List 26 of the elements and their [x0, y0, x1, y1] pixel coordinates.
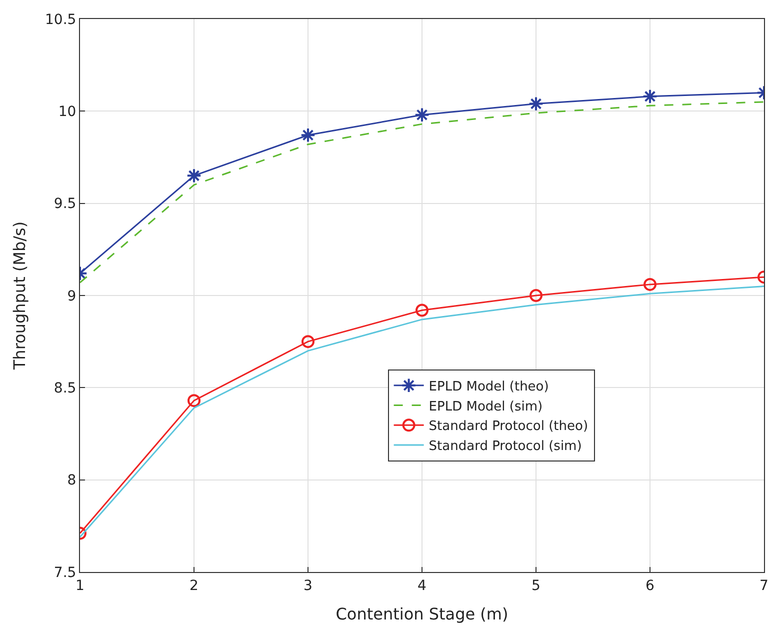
y-tick-label: 10 — [58, 104, 76, 120]
y-tick-label: 8.5 — [54, 380, 76, 397]
point — [416, 304, 428, 317]
x-tick-label: 1 — [76, 578, 84, 594]
y-tick-label: 10.5 — [45, 12, 76, 28]
point — [300, 128, 316, 143]
point — [528, 96, 544, 112]
legend-label: EPLD Model (sim) — [428, 399, 543, 414]
point — [302, 335, 314, 348]
legend-label: Standard Protocol (sim) — [428, 439, 582, 454]
point — [530, 289, 542, 302]
y-tick-label: 7.5 — [54, 564, 76, 581]
y-tick-label: 9 — [67, 288, 76, 304]
x-tick-label: 3 — [304, 578, 312, 594]
legend-label: EPLD Model (theo) — [428, 379, 549, 394]
point — [414, 107, 430, 122]
x-tick-label: 7 — [760, 578, 768, 594]
y-axis-title: Throughput (Mb/s) — [10, 221, 29, 371]
y-tick-label: 8 — [67, 472, 76, 489]
x-tick-label: 6 — [646, 578, 655, 594]
x-axis-title: Contention Stage (m) — [336, 604, 508, 624]
x-tick-label: 5 — [532, 578, 540, 594]
y-tick-label: 9.5 — [54, 196, 76, 212]
legend-label: Standard Protocol (theo) — [428, 419, 588, 434]
x-tick-label: 2 — [190, 578, 198, 594]
x-tick-label: 4 — [418, 578, 427, 594]
